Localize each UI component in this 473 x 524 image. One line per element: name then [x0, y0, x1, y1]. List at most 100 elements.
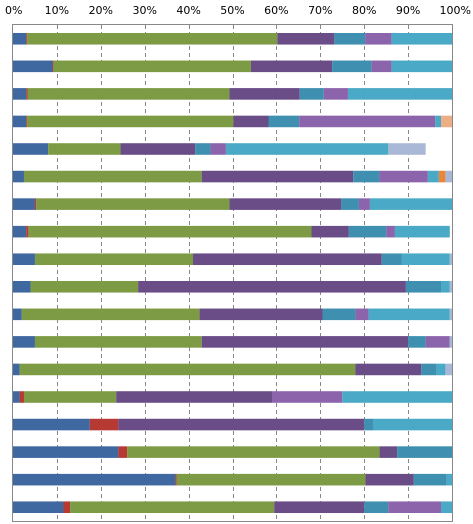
bar-segment-row14-series7	[342, 391, 452, 403]
bar-segment-row6-series6	[379, 170, 428, 183]
bar-segment-row1-series2	[26, 32, 28, 45]
bar-segment-row9-series7	[401, 253, 450, 266]
bar-segment-row7-series4	[229, 198, 342, 210]
bar-segment-row8-series2	[26, 225, 29, 238]
bar-segment-row1-series1	[13, 32, 27, 45]
bar-segment-row6-series7	[427, 170, 439, 183]
bar-segment-row12-series3	[34, 336, 202, 348]
bar-segment-row15-series2	[89, 418, 119, 431]
bar-segment-row11-series7	[368, 308, 450, 321]
bar-segment-row17-series3	[176, 473, 366, 486]
bar-segment-row17-series5	[413, 473, 447, 486]
bar-segment-row11-series6	[355, 308, 369, 321]
bar-segment-row2-series2	[52, 60, 54, 73]
bar-segment-row10-series4	[138, 280, 406, 293]
bar-segment-row16-series4	[379, 446, 398, 458]
bar-segment-row8-series7	[394, 225, 450, 238]
bar-segment-row5-series7	[225, 143, 389, 155]
bar-segment-row14-series1	[13, 391, 20, 403]
bar-segment-row4-series8	[441, 115, 452, 128]
bar-segment-row12-series1	[13, 336, 35, 348]
bar-segment-row14-series2	[19, 391, 24, 403]
bar-segment-row8-series5	[348, 225, 387, 238]
bar-segment-row15-series5	[364, 418, 373, 431]
bar-segment-row3-series3	[27, 88, 230, 100]
bar-segment-row1-series6	[365, 32, 392, 45]
bar-segment-row10-series7	[441, 280, 450, 293]
bar-segment-row6-series9	[438, 170, 446, 183]
bar-segment-row4-series6	[299, 115, 436, 128]
bar-segment-row8-series6	[386, 225, 395, 238]
bar-segment-row11-series4	[199, 308, 323, 321]
bar-segment-row8-series3	[28, 225, 312, 238]
bar-segment-row3-series5	[299, 88, 324, 100]
bar-segment-row13-series1	[13, 363, 20, 376]
bar-segment-row3-series6	[323, 88, 348, 100]
plot-frame	[12, 24, 453, 522]
bar-segment-row2-series7	[391, 60, 452, 73]
bar-segment-row2-series1	[13, 60, 53, 73]
bar-segment-row5-series5	[195, 143, 211, 155]
bar-segment-row9-series5	[381, 253, 402, 266]
bar-segment-row5-series10	[388, 143, 426, 155]
x-tick-label: 10%	[45, 4, 69, 17]
x-tick-label: 0%	[5, 4, 22, 17]
bar-segment-row4-series5	[268, 115, 300, 128]
bar-segment-row18-series3	[70, 501, 275, 514]
bar-segment-row1-series3	[27, 32, 278, 45]
bar-segment-row16-series3	[127, 446, 380, 458]
bar-segment-row7-series6	[358, 198, 370, 210]
bar-segment-row7-series2	[34, 198, 37, 210]
bar-segment-row4-series1	[13, 115, 27, 128]
bar-segment-row17-series4	[365, 473, 414, 486]
bar-segment-row11-series3	[21, 308, 200, 321]
bar-segment-row18-series2	[63, 501, 71, 514]
bar-segment-row3-series1	[13, 88, 27, 100]
bar-segment-row16-series1	[13, 446, 119, 458]
bar-segment-row14-series6	[272, 391, 343, 403]
bar-segment-row12-series6	[425, 336, 450, 348]
bar-segment-row4-series2	[26, 115, 28, 128]
bar-segment-row7-series1	[13, 198, 35, 210]
x-axis-ticks: 0% 10% 20% 30% 40% 50% 60% 70% 80% 90% 100%	[5, 4, 471, 17]
bar-segment-row5-series6	[210, 143, 226, 155]
bar-segment-row13-series10	[445, 363, 452, 376]
bar-segment-row11-series1	[13, 308, 22, 321]
bar-segment-row3-series7	[347, 88, 452, 100]
bar-segment-row11-series10	[449, 308, 452, 321]
bar-segment-row6-series4	[201, 170, 354, 183]
bar-segment-row9-series3	[34, 253, 193, 266]
bar-segment-row4-series4	[233, 115, 269, 128]
x-tick-label: 40%	[176, 4, 200, 17]
bar-segment-row13-series5	[421, 363, 437, 376]
bar-segment-row1-series7	[391, 32, 452, 45]
bars	[13, 32, 452, 514]
bar-segment-row8-series1	[13, 225, 27, 238]
bar-segment-row17-series2	[175, 473, 177, 486]
bar-segment-row16-series2	[118, 446, 128, 458]
bar-segment-row9-series10	[449, 253, 452, 266]
bar-segment-row6-series3	[23, 170, 202, 183]
bar-segment-row6-series1	[13, 170, 24, 183]
x-tick-label: 30%	[132, 4, 156, 17]
bar-segment-row17-series1	[13, 473, 176, 486]
bar-segment-row5-series3	[48, 143, 121, 155]
bar-segment-row12-series4	[201, 336, 409, 348]
bar-segment-row3-series4	[229, 88, 300, 100]
bar-segment-row10-series10	[449, 280, 452, 293]
bar-segment-row6-series10	[445, 170, 452, 183]
bar-segment-row2-series3	[53, 60, 251, 73]
bar-segment-row5-series1	[13, 143, 49, 155]
bar-segment-row2-series4	[250, 60, 333, 73]
bar-segment-row18-series7	[441, 501, 452, 514]
grid	[57, 25, 409, 521]
bar-segment-row12-series10	[449, 336, 452, 348]
bar-segment-row15-series1	[13, 418, 90, 431]
bar-segment-row4-series3	[27, 115, 234, 128]
bar-segment-row12-series5	[408, 336, 426, 348]
bar-segment-row18-series5	[364, 501, 389, 514]
x-tick-label: 80%	[352, 4, 376, 17]
bar-segment-row2-series6	[371, 60, 392, 73]
bar-segment-row1-series5	[334, 32, 366, 45]
bar-segment-row9-series1	[13, 253, 35, 266]
